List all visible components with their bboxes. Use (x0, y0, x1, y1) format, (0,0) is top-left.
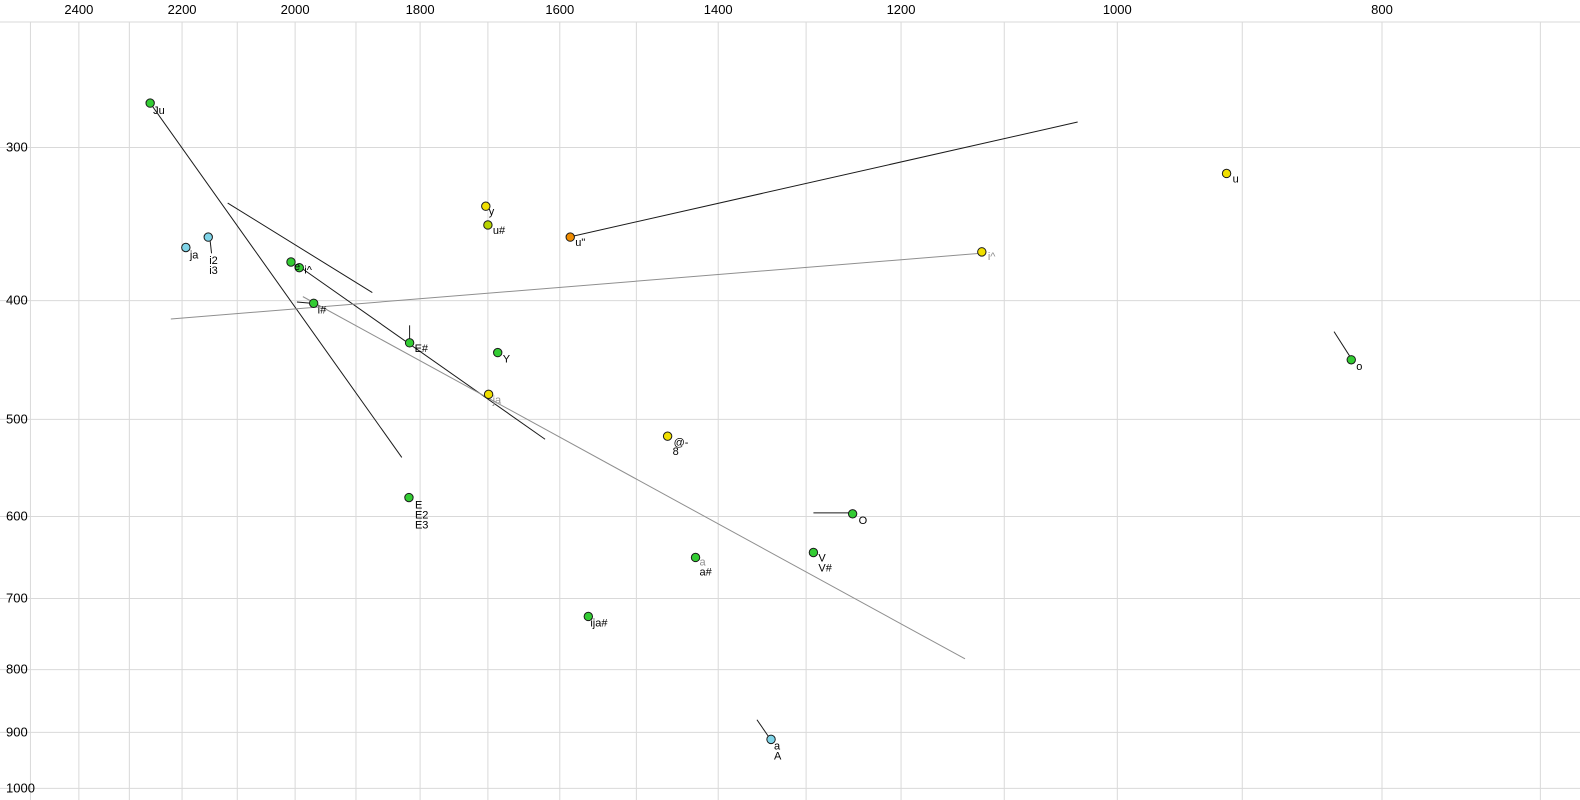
data-point (483, 220, 493, 230)
point-label: O (859, 515, 868, 527)
data-point (286, 257, 296, 267)
point-label: A (774, 750, 782, 762)
data-point (404, 492, 414, 503)
x-axis-tick-label: 800 (1371, 2, 1393, 17)
data-point (766, 734, 776, 745)
data-point (583, 611, 594, 622)
point-label: u" (575, 237, 585, 249)
point-label: 8 (673, 446, 679, 458)
data-point (483, 389, 494, 400)
point-label: Y (503, 354, 511, 366)
point-label: Ju (153, 105, 165, 117)
data-point (662, 431, 673, 441)
point-label: i2 (209, 255, 218, 267)
x-axis-tick-label: 2400 (64, 2, 93, 17)
y-axis-tick-label: 500 (6, 411, 28, 426)
x-axis-tick-label: 1200 (887, 2, 916, 17)
x-axis-tick-label: 1400 (704, 2, 733, 17)
trajectory-line (568, 121, 1078, 238)
point-label: i^ (988, 251, 996, 263)
point-label: E2 (415, 510, 428, 522)
point-label: E (415, 500, 422, 512)
data-point (977, 247, 987, 257)
gridlines (0, 21, 1580, 800)
point-label: E# (415, 343, 429, 355)
point-label: ija# (590, 617, 608, 629)
trajectory-line (296, 301, 312, 304)
x-axis-tick-label: 2000 (281, 2, 310, 17)
x-axis-tick-label: 1800 (406, 2, 435, 17)
data-point (847, 509, 858, 519)
point-label: a (774, 740, 781, 752)
trajectory-line (149, 102, 403, 458)
point-label: y (489, 206, 495, 218)
point-label: V (818, 552, 826, 564)
point-label: e (294, 261, 300, 273)
x-axis-tick-label: 1600 (545, 2, 574, 17)
data-point (493, 347, 503, 358)
data-point (1346, 355, 1356, 365)
y-axis-tick-label: 1000 (6, 780, 35, 795)
point-label: E3 (415, 520, 428, 532)
trajectory-line (227, 202, 373, 294)
data-point (181, 242, 191, 253)
data-point (808, 547, 819, 558)
y-axis-tick-label: 900 (6, 724, 28, 739)
axis-tick-labels: 2400 2200 2000 1800 1600 1400 1200 1000 800 300 40… (6, 2, 1393, 795)
data-point (203, 232, 213, 242)
y-axis-tick-label: 400 (6, 293, 28, 308)
point-label: ja (189, 249, 199, 261)
data-point (145, 98, 155, 108)
point-label: a (700, 556, 707, 568)
x-axis-tick-label: 2200 (168, 2, 197, 17)
point-label: i3 (209, 265, 218, 277)
trajectory-line (296, 264, 546, 440)
data-point (690, 552, 701, 563)
trajectory-line (302, 296, 966, 660)
data-point (404, 338, 415, 348)
data-points (145, 98, 1356, 745)
point-label: o (1356, 361, 1362, 373)
y-axis-tick-label: 300 (6, 139, 28, 154)
trajectory-line (756, 719, 770, 738)
data-point (481, 201, 491, 211)
y-axis-tick-label: 700 (6, 591, 28, 606)
point-label: i^ (304, 265, 312, 277)
point-label: u# (493, 225, 506, 237)
x-axis-tick-label: 1000 (1103, 2, 1132, 17)
point-label: i# (318, 304, 327, 316)
data-point (1221, 168, 1232, 179)
point-label: V# (818, 562, 832, 574)
y-axis-tick-label: 800 (6, 662, 28, 677)
data-point (308, 298, 319, 308)
point-label: @- (674, 437, 689, 449)
point-label: u (1233, 173, 1239, 185)
data-point (565, 232, 575, 242)
y-axis-tick-label: 600 (6, 508, 28, 523)
data-point (294, 262, 304, 273)
trajectory-lines (149, 102, 1352, 738)
point-label: ja (492, 394, 502, 406)
point-label: a# (700, 566, 713, 578)
trajectory-line (170, 252, 980, 320)
trajectory-line (1333, 331, 1352, 359)
